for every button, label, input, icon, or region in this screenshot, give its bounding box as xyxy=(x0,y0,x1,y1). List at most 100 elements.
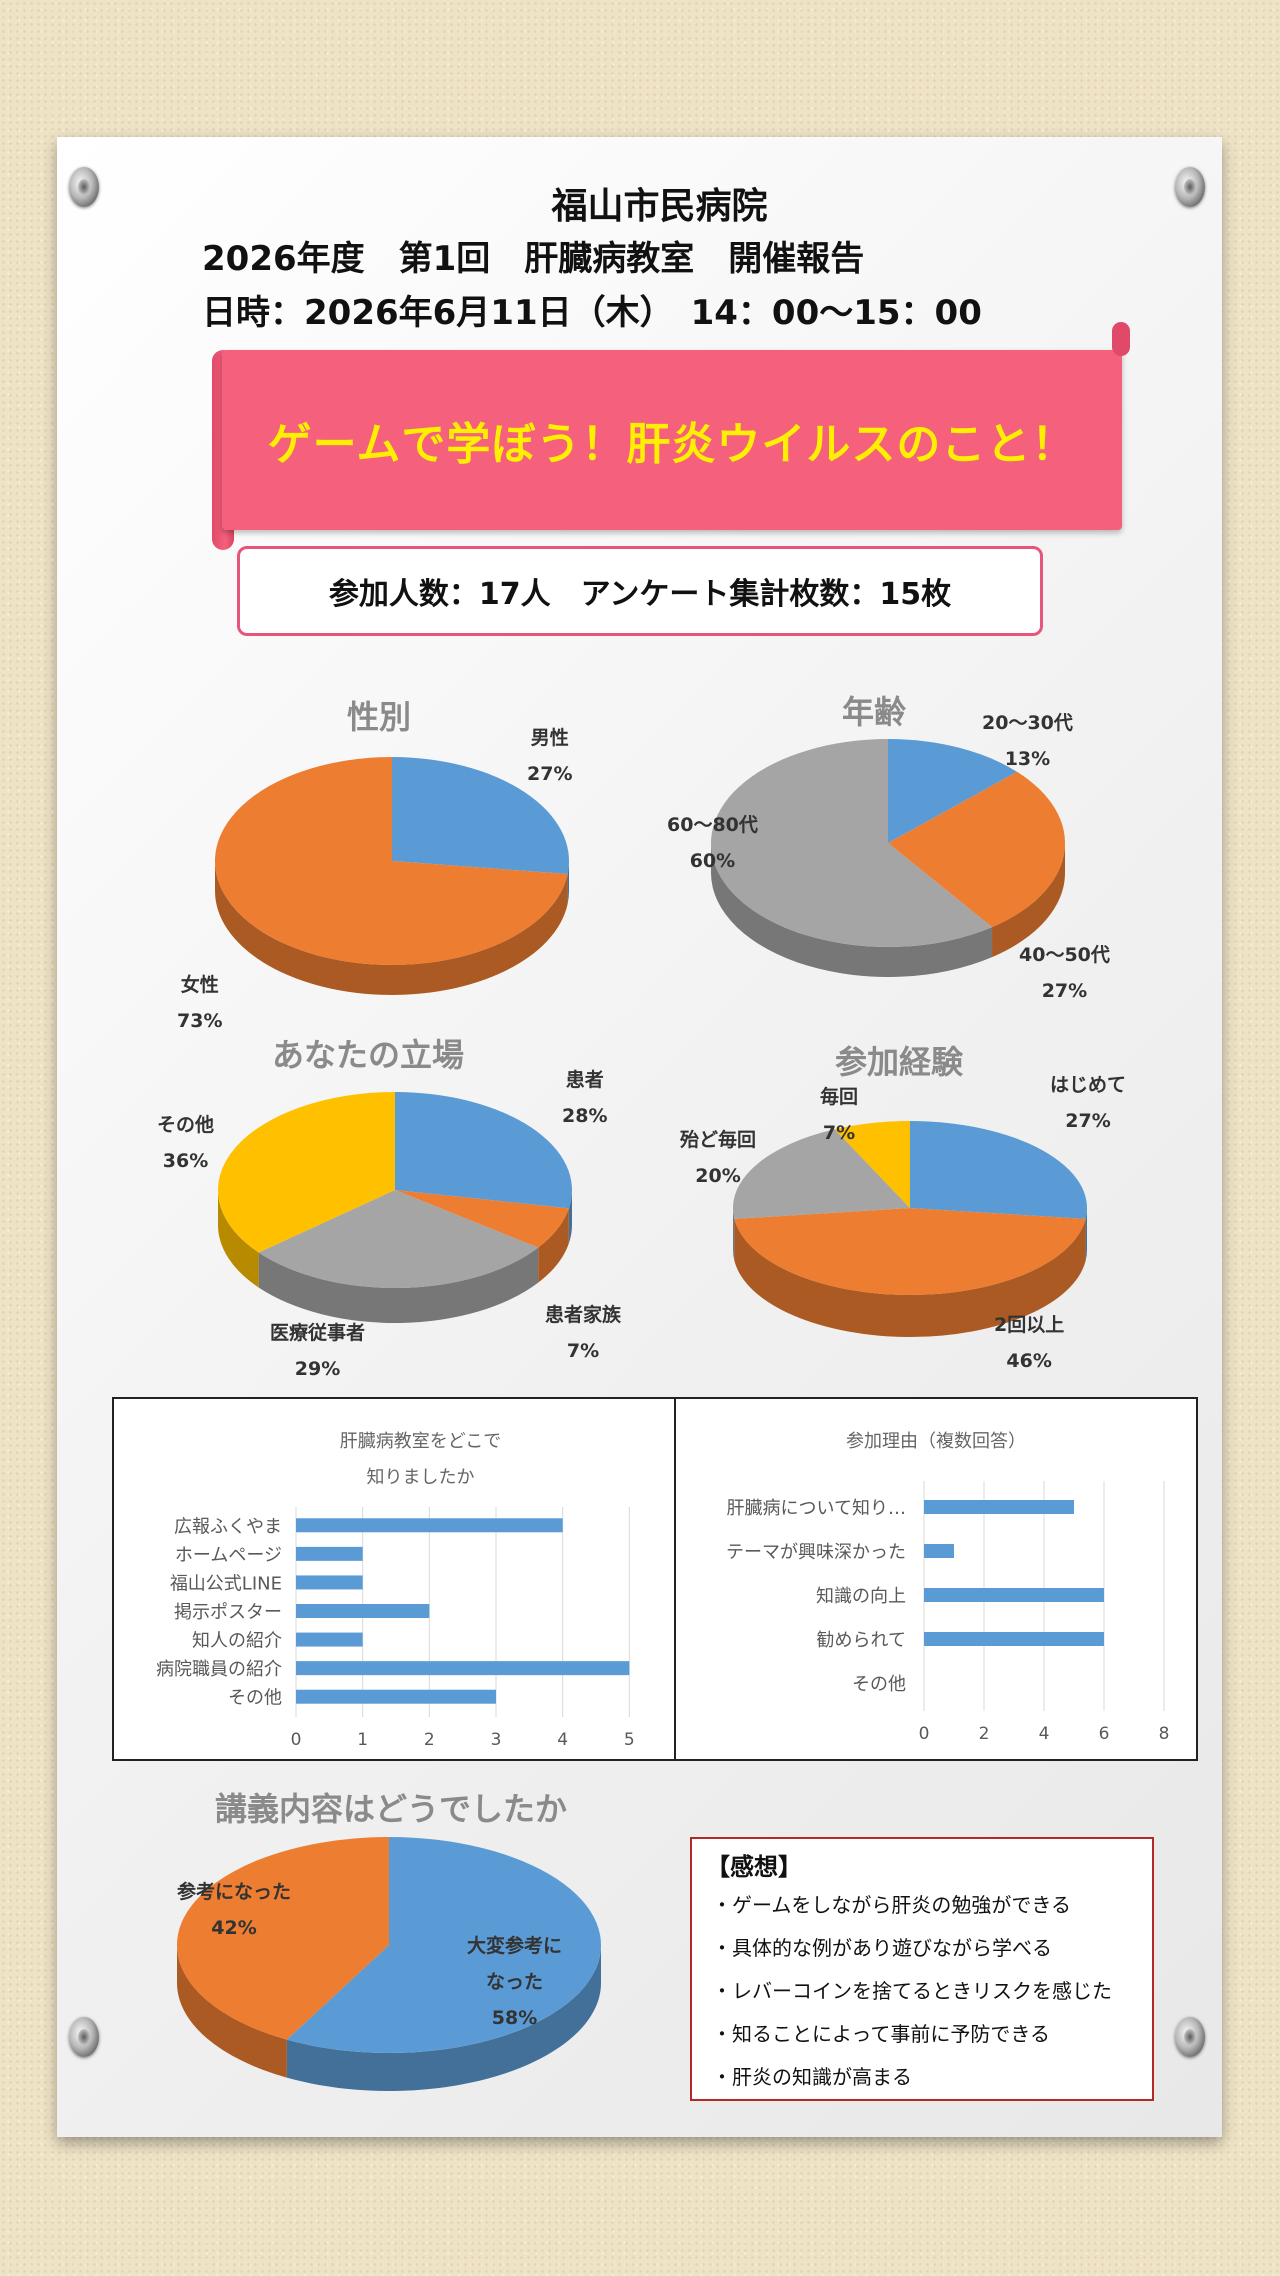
bar xyxy=(296,1661,630,1676)
pie-label-almost-every: 殆ど毎回 20% xyxy=(680,1129,757,1187)
x-tick-label: 2 xyxy=(424,1730,435,1750)
bar-chart-reason-title: 参加理由（複数回答） xyxy=(846,1431,1026,1452)
pie-slice-1 xyxy=(215,757,568,965)
pie-chart-experience xyxy=(733,1121,1087,1337)
pie-side-2 xyxy=(258,1247,539,1323)
bar-chart-how-known-title-1: 肝臓病教室をどこで xyxy=(339,1431,502,1452)
pie-side-0 xyxy=(1085,1208,1087,1261)
x-tick-label: 3 xyxy=(491,1730,502,1750)
category-label: ホームページ xyxy=(175,1545,282,1566)
x-tick-label: 5 xyxy=(624,1730,635,1750)
x-tick-label: 0 xyxy=(919,1724,930,1744)
pie-side-3 xyxy=(218,1190,259,1288)
comment-item: ・具体的な例があり遊びながら学べる xyxy=(712,1936,1052,1960)
bar-chart-reason-box: 参加理由（複数回答） 0 2 4 6 8 肝臓病について知り… テーマが興味深かった知識の向… xyxy=(674,1397,1198,1761)
pie-title-position: あなたの立場 xyxy=(272,1036,465,1074)
category-label: 勧められて xyxy=(817,1630,906,1651)
pie-slice-1 xyxy=(734,1208,1086,1295)
x-tick-label: 2 xyxy=(979,1724,990,1744)
pie-slice-2 xyxy=(711,739,993,948)
banner-scroll-right xyxy=(1112,322,1130,356)
pie-side-1 xyxy=(538,1208,569,1283)
comment-item: ・肝炎の知識が高まる xyxy=(712,2065,912,2089)
banner-title: ゲームで学ぼう！肝炎ウイルスのこと！ xyxy=(267,419,1077,470)
pie-side-1 xyxy=(734,1218,1086,1337)
pie-chart-position xyxy=(218,1092,573,1323)
x-tick-label: 4 xyxy=(557,1730,568,1750)
comments-box: 【感想】 ・ゲームをしながら肝炎の勉強ができる ・具体的な例があり遊びながら学べ… xyxy=(690,1837,1154,2101)
comments-heading: 【感想】 xyxy=(706,1853,802,1881)
x-tick-label: 4 xyxy=(1039,1724,1050,1744)
bar xyxy=(296,1575,363,1590)
x-tick-label: 6 xyxy=(1099,1724,1110,1744)
category-label: 福山公式LINE xyxy=(170,1573,282,1594)
pie-side-0 xyxy=(568,1190,572,1244)
comment-item: ・ゲームをしながら肝炎の勉強ができる xyxy=(712,1893,1071,1917)
pie-slice-1 xyxy=(176,1837,389,2040)
event-title: 2026年度 第1回 肝臓病教室 開催報告 xyxy=(202,239,865,279)
pie-slice-1 xyxy=(888,771,1065,928)
bar xyxy=(924,1588,1104,1602)
pie-slice-0 xyxy=(392,757,570,875)
pie-label-female: 女性 73% xyxy=(177,974,223,1032)
bar-chart-how-known-box: 肝臓病教室をどこで 知りましたか 0123456広報ふくやまホームページ福山公式… xyxy=(112,1397,729,1761)
pie-label-male: 男性 27% xyxy=(527,727,573,785)
pie-slice-2 xyxy=(733,1129,910,1219)
category-label: テーマが興味深かった xyxy=(726,1542,906,1563)
pie-chart-lecture xyxy=(176,1837,601,2091)
pie-slice-0 xyxy=(888,739,1018,843)
pie-slice-2 xyxy=(258,1190,539,1288)
pie-slice-0 xyxy=(395,1092,573,1209)
pie-label-patient: 患者 28% xyxy=(562,1069,608,1127)
pie-label-twice-or-more: 2回以上 46% xyxy=(994,1314,1065,1372)
category-label: 知人の紹介 xyxy=(192,1631,282,1652)
pie-side-2 xyxy=(711,843,993,977)
pie-side-1 xyxy=(177,1945,287,2078)
pie-title-lecture: 講義内容はどうでしたか xyxy=(215,1790,568,1828)
pie-side-2 xyxy=(733,1208,735,1261)
category-label: 掲示ポスター xyxy=(174,1602,282,1623)
grommet-bottom-right xyxy=(1175,2017,1205,2057)
category-label: その他 xyxy=(228,1688,282,1709)
pie-slice-3 xyxy=(834,1121,910,1208)
category-label: その他 xyxy=(852,1674,906,1695)
comment-item: ・レバーコインを捨てるときリスクを感じた xyxy=(712,1979,1112,2003)
pie-label-helpful: 参考になった 42% xyxy=(177,1881,292,1939)
report-poster: 福山市民病院 2026年度 第1回 肝臓病教室 開催報告 日時：2026年6月1… xyxy=(57,137,1222,2137)
pie-label-40-50: 40〜50代 27% xyxy=(1019,944,1110,1002)
pie-side-1 xyxy=(215,861,568,996)
bar xyxy=(924,1500,1074,1514)
hospital-name: 福山市民病院 xyxy=(551,186,768,227)
pie-label-very-helpful: 大変参考に なった 58% xyxy=(467,1935,563,2029)
pie-slice-0 xyxy=(286,1837,601,2053)
pie-slice-1 xyxy=(395,1190,569,1248)
event-datetime: 日時：2026年6月11日（木） 14：00〜15：00 xyxy=(202,293,982,333)
pie-title-experience: 参加経験 xyxy=(835,1043,964,1081)
theme-banner: ゲームで学ぼう！肝炎ウイルスのこと！ xyxy=(177,322,1130,550)
grommet-top-left xyxy=(69,167,99,207)
pie-side-1 xyxy=(992,843,1065,958)
comment-item: ・知ることによって事前に予防できる xyxy=(712,2022,1050,2046)
bar xyxy=(296,1546,363,1561)
grommet-bottom-left xyxy=(69,2017,99,2057)
bar xyxy=(296,1518,563,1533)
bar-chart-how-known: 0123456広報ふくやまホームページ福山公式LINE掲示ポスター知人の紹介病院… xyxy=(156,1507,701,1750)
pie-side-0 xyxy=(567,861,569,905)
category-label: 知識の向上 xyxy=(816,1586,906,1607)
pie-title-gender: 性別 xyxy=(347,698,412,736)
x-tick-label: 1 xyxy=(357,1730,368,1750)
bar xyxy=(924,1544,954,1558)
x-tick-label: 8 xyxy=(1159,1724,1170,1744)
pie-label-every-time: 毎回 7% xyxy=(820,1086,859,1144)
pie-chart-gender xyxy=(215,757,570,996)
pie-label-other: その他 36% xyxy=(157,1114,215,1172)
bar xyxy=(296,1632,363,1647)
category-label: 肝臓病について知り… xyxy=(727,1498,906,1519)
pie-slice-3 xyxy=(218,1092,395,1253)
pie-title-age: 年齢 xyxy=(842,693,907,731)
pie-label-60-80: 60〜80代 60% xyxy=(667,814,758,872)
category-label: 病院職員の紹介 xyxy=(156,1659,282,1680)
x-tick-label: 0 xyxy=(291,1730,302,1750)
banner-body xyxy=(222,350,1122,530)
